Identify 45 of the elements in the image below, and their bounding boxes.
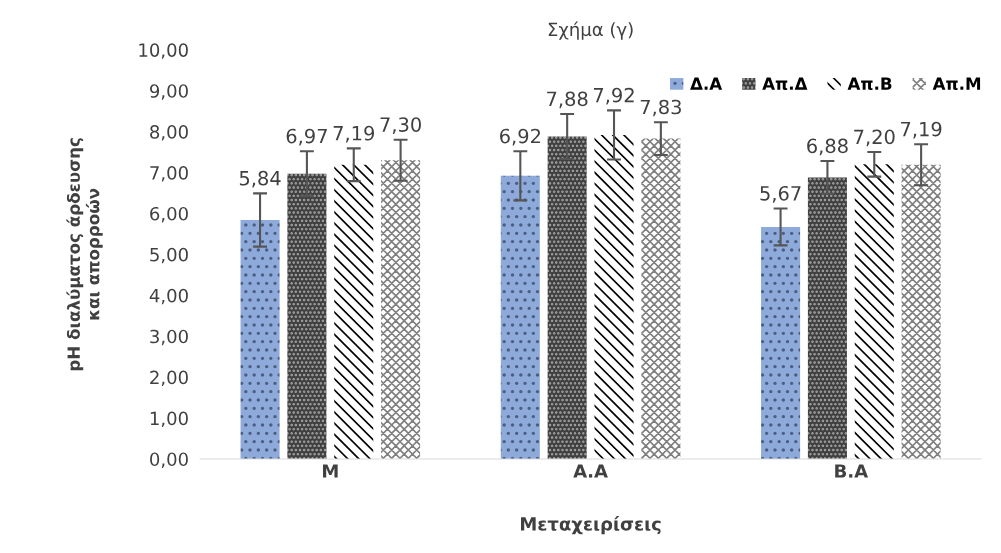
data-label: 6,97 xyxy=(286,128,327,146)
x-tick-label: Α.Α xyxy=(573,464,608,478)
y-tick-label: 7,00 xyxy=(150,166,188,182)
data-label: 7,19 xyxy=(333,125,375,143)
y-tick-label: 9,00 xyxy=(150,84,188,100)
data-label: 5,84 xyxy=(239,170,281,188)
bar xyxy=(500,175,540,459)
data-label: 7,83 xyxy=(640,99,681,117)
bar xyxy=(334,164,374,459)
data-label: 7,92 xyxy=(593,87,634,105)
bar xyxy=(547,136,587,459)
legend-label: Απ.Μ xyxy=(932,77,981,91)
bar xyxy=(594,134,634,459)
y-tick-label: 1,00 xyxy=(150,411,188,428)
x-tick-label: Μ xyxy=(323,464,338,478)
y-tick-label: 5,00 xyxy=(150,247,188,264)
bar xyxy=(240,220,280,459)
y-tick-label: 0,00 xyxy=(150,452,188,468)
data-label: 7,30 xyxy=(380,117,421,134)
y-tick-label: 4,00 xyxy=(149,288,188,305)
data-label: 5,67 xyxy=(760,185,801,203)
bar xyxy=(641,138,681,459)
legend-label: Απ.Β xyxy=(847,77,892,91)
bar xyxy=(287,173,327,459)
x-axis-title: Μεταχειρίσεις xyxy=(521,516,661,535)
bar xyxy=(901,164,941,459)
data-label: 7,19 xyxy=(901,121,942,139)
bar xyxy=(807,177,847,459)
y-tick-label: 10,00 xyxy=(139,43,188,59)
bar xyxy=(854,164,894,459)
y-tick-label: 8,00 xyxy=(150,125,188,141)
data-label: 7,20 xyxy=(854,129,895,147)
data-label: 7,88 xyxy=(547,91,588,109)
chart-title: Σχήμα (γ) xyxy=(548,21,633,40)
data-label: 6,92 xyxy=(500,128,541,146)
data-label: 6,88 xyxy=(807,138,848,156)
y-tick-label: 3,00 xyxy=(150,329,188,346)
bar xyxy=(761,226,801,459)
y-axis-title: pH διαλύματος άρδευσης και απορροών xyxy=(66,138,103,371)
x-tick-label: Β.Α xyxy=(835,464,869,478)
legend-label: Δ.Α xyxy=(690,77,723,90)
y-tick-label: 6,00 xyxy=(150,206,188,223)
bar xyxy=(381,160,421,459)
y-tick-label: 2,00 xyxy=(150,370,188,387)
legend-label: Απ.Δ xyxy=(762,77,808,91)
